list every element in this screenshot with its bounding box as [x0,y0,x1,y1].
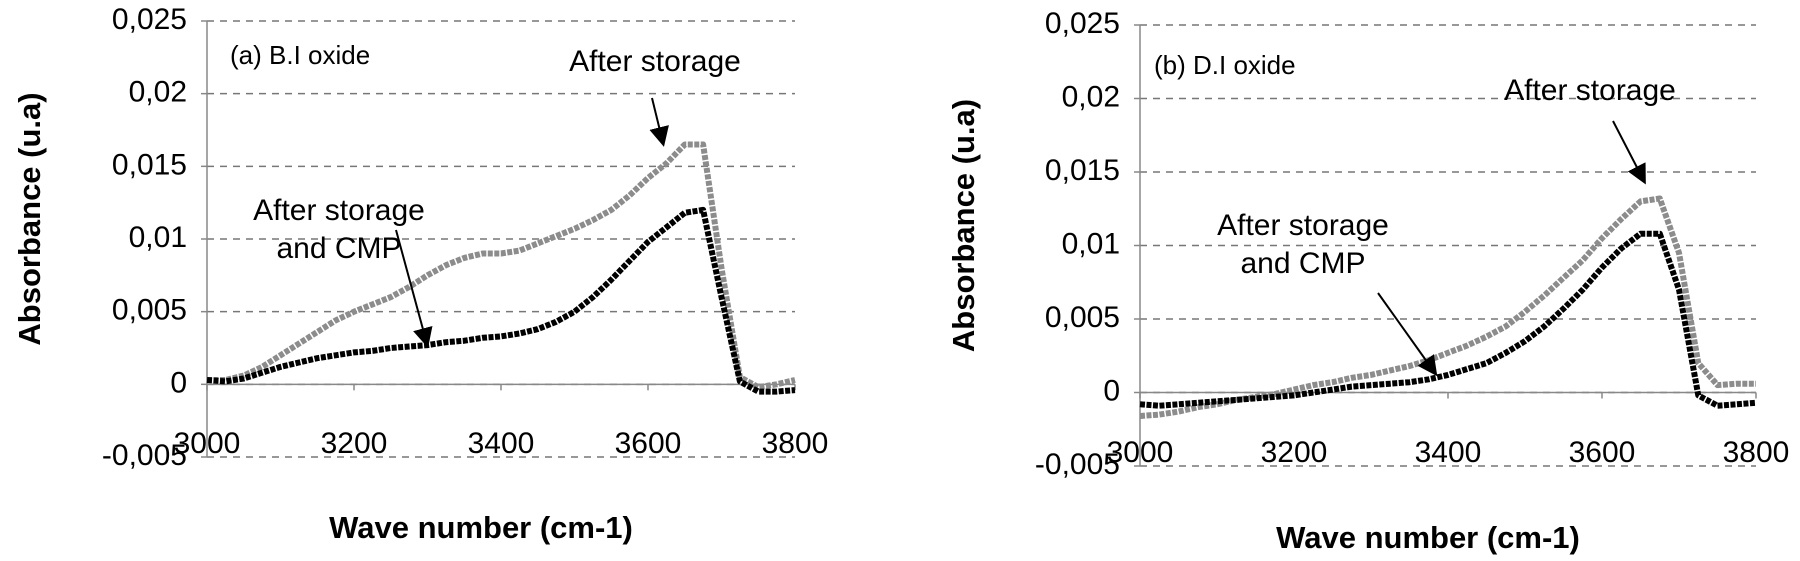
x-axis-title: Wave number (cm-1) [1276,520,1580,555]
y-tick-label: 0,005 [1045,301,1120,334]
y-tick-label: 0,015 [1045,154,1120,187]
annotation-arrow [1612,120,1646,185]
annotation-line: After storage [1217,209,1389,242]
x-tick-label: 3000 [1107,436,1174,469]
annotation-arrow [395,229,433,348]
y-tick-label: 0 [1103,374,1120,407]
annotation-line: and CMP [1240,247,1365,280]
x-tick-label: 3800 [1723,436,1790,469]
data-line [1139,195,1756,419]
x-tick-label: 3800 [762,427,829,460]
y-tick-label: 0,02 [129,76,187,109]
data-line [206,206,796,395]
annotation: After storage [1504,74,1676,107]
y-tick-label: 0,01 [1062,227,1120,260]
x-tick-label: 3200 [1261,436,1328,469]
y-tick-label: -0,005 [1035,448,1120,481]
x-tick-label: 3000 [174,427,241,460]
y-tick-label: -0,005 [102,439,187,472]
annotation-arrow [1377,292,1438,377]
annotation: After storage [569,45,741,78]
y-tick-label: 0,015 [112,148,187,181]
data-line [1139,230,1757,409]
y-tick-label: 0,025 [1045,7,1120,40]
annotation-line: After storage [253,194,425,227]
y-tick-label: 0,025 [112,3,187,36]
annotation-line: After storage [1504,74,1676,107]
y-tick-label: 0,01 [129,221,187,254]
x-axis-title: Wave number (cm-1) [329,510,633,545]
y-tick-label: 0,02 [1062,80,1120,113]
x-tick-label: 3400 [1415,436,1482,469]
panel-label: (b) D.I oxide [1154,50,1296,80]
x-tick-label: 3200 [321,427,388,460]
y-tick-label: 0,005 [112,294,187,327]
y-axis-title: Absorbance (u.a) [12,92,47,345]
annotation: After storage and CMP [1217,209,1389,280]
x-tick-label: 3600 [615,427,682,460]
panel-label: (a) B.I oxide [230,40,370,70]
annotation-arrow [649,97,669,147]
annotation-line: After storage [569,45,741,78]
x-tick-label: 3400 [468,427,535,460]
y-tick-label: 0 [170,366,187,399]
x-tick-label: 3600 [1569,436,1636,469]
annotation: After storage and CMP [253,194,425,265]
annotation-line: and CMP [276,232,401,265]
y-axis-title: Absorbance (u.a) [946,99,981,352]
data-line [207,141,796,391]
